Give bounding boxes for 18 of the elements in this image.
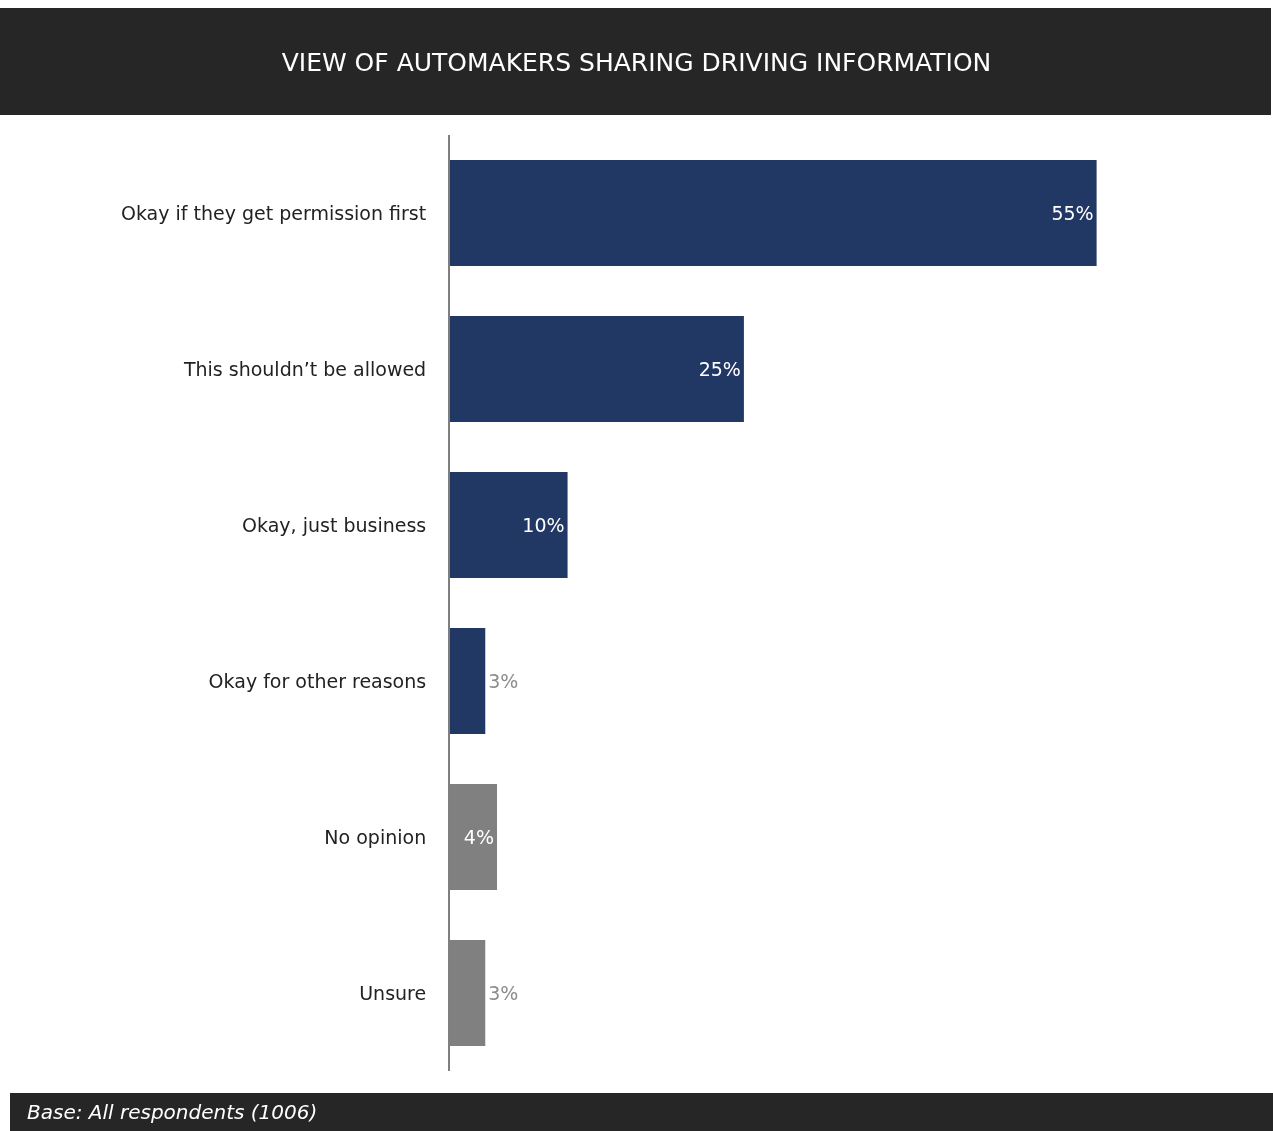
chart-title: VIEW OF AUTOMAKERS SHARING DRIVING INFORMATION (281, 47, 992, 77)
y-tick-label: Okay for other reasons (208, 669, 427, 692)
y-tick-label: This shouldn’t be allowed (182, 357, 427, 380)
y-tick-label: No opinion (324, 825, 427, 848)
y-tick-label: Unsure (359, 981, 427, 1004)
data-label: 4% (463, 826, 495, 848)
data-label: 3% (488, 982, 519, 1004)
y-tick-label: Okay, just business (242, 513, 427, 536)
bar (450, 471, 568, 579)
data-label: 3% (488, 670, 519, 692)
bar (450, 627, 486, 735)
text: Base: All respondents (1006) (27, 1100, 318, 1124)
data-label: 10% (522, 514, 565, 536)
bar (450, 159, 1097, 267)
data-label: 55% (1051, 202, 1094, 224)
y-tick-label: Okay if they get permission first (121, 201, 427, 224)
data-label: 25% (698, 358, 741, 380)
bar (450, 315, 744, 423)
